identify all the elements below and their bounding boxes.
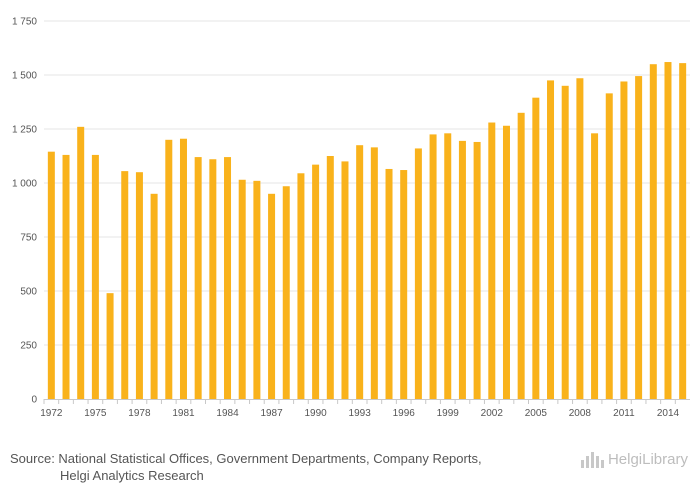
bar-2010: [605, 93, 613, 400]
bar-1991: [326, 156, 334, 399]
bar-1975: [91, 154, 99, 399]
x-tick-label: 1987: [260, 408, 283, 419]
y-tick-label: 0: [31, 395, 37, 406]
x-tick-label: 2011: [613, 408, 635, 419]
bar-1982: [194, 157, 202, 399]
bar-2015: [679, 63, 687, 400]
y-axis-labels: 0 250 500 750 1 000 1 250 1 500 1 750: [12, 17, 37, 406]
bar-2009: [591, 133, 599, 399]
bar-2008: [576, 78, 584, 400]
x-tick-label: 2005: [525, 408, 548, 419]
x-tick-label: 1990: [304, 408, 327, 419]
bar-1983: [209, 159, 217, 399]
bar-1996: [400, 170, 408, 399]
bar-1977: [121, 171, 129, 399]
axes: [43, 399, 690, 404]
x-tick-label: 1999: [437, 408, 460, 419]
bar-1987: [268, 193, 276, 399]
y-tick-label: 1 750: [12, 17, 37, 28]
x-tick-label: 1975: [84, 408, 107, 419]
bar-1985: [238, 179, 246, 399]
y-tick-label: 250: [20, 341, 37, 352]
x-tick-label: 2014: [657, 408, 680, 419]
bar-2013: [649, 64, 657, 399]
bar-2006: [547, 80, 555, 400]
x-tick-label: 1993: [349, 408, 372, 419]
bar-1979: [150, 193, 158, 399]
bar-2002: [488, 122, 496, 400]
x-tick-label: 1984: [216, 408, 239, 419]
x-tick-label: 2002: [481, 408, 504, 419]
bar-2011: [620, 81, 628, 399]
bar-1972: [47, 151, 55, 399]
source-line-1: Source: National Statistical Offices, Go…: [10, 451, 482, 466]
x-axis-labels: 1972 1975 1978 1981 1984 1987 1990 1993 1996 1999…: [40, 408, 679, 419]
bar-2005: [532, 97, 540, 400]
bar-1990: [312, 164, 320, 399]
bar-1974: [77, 126, 85, 399]
source-note: Source: National Statistical Offices, Go…: [10, 450, 482, 484]
bar-2000: [458, 140, 466, 399]
bar-1993: [356, 145, 364, 399]
bar-1989: [297, 173, 305, 399]
bar-2012: [635, 76, 643, 399]
y-tick-label: 500: [20, 287, 37, 298]
bar-1997: [414, 148, 422, 399]
bar-series: [47, 62, 687, 400]
bar-1994: [370, 147, 378, 399]
bar-1980: [165, 139, 173, 400]
bar-1988: [282, 186, 290, 399]
x-tick-label: 2008: [569, 408, 592, 419]
y-tick-label: 1 500: [12, 71, 37, 82]
bar-1976: [106, 293, 114, 399]
source-line-2: Helgi Analytics Research: [60, 468, 204, 483]
bar-1981: [179, 138, 187, 399]
bar-2004: [517, 112, 525, 400]
x-tick-label: 1972: [40, 408, 63, 419]
bar-1978: [135, 172, 143, 399]
x-tick-label: 1978: [128, 408, 151, 419]
library-icon: [580, 450, 604, 468]
bar-2014: [664, 62, 672, 399]
y-tick-label: 1 250: [12, 125, 37, 136]
y-tick-label: 750: [20, 233, 37, 244]
x-tick-label: 1981: [172, 408, 195, 419]
x-tick-label: 1996: [393, 408, 416, 419]
helgi-library-logo: HelgiLibrary: [580, 450, 688, 468]
bar-1995: [385, 168, 393, 399]
bar-1992: [341, 161, 349, 399]
bar-1999: [444, 133, 452, 399]
y-tick-label: 1 000: [12, 179, 37, 190]
bar-1973: [62, 154, 70, 399]
logo-text: HelgiLibrary: [607, 450, 688, 468]
bar-2003: [502, 125, 510, 399]
bar-2007: [561, 85, 569, 400]
bar-1986: [253, 180, 261, 399]
bar-1984: [224, 157, 232, 399]
bar-1998: [429, 134, 437, 399]
bar-2001: [473, 141, 481, 399]
